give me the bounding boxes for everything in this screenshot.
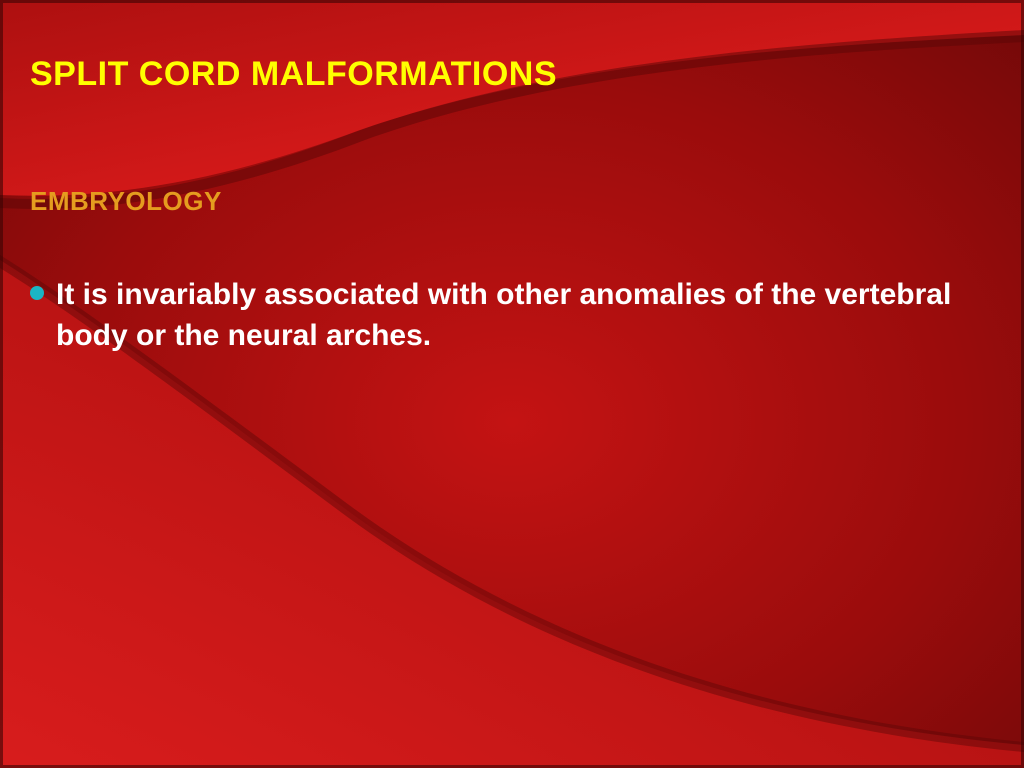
- slide-subtitle: EMBRYOLOGY: [30, 186, 994, 217]
- slide-title: SPLIT CORD MALFORMATIONS: [30, 55, 994, 94]
- bullet-item: It is invariably associated with other a…: [30, 275, 994, 356]
- slide-content: SPLIT CORD MALFORMATIONS EMBRYOLOGY It i…: [0, 0, 1024, 768]
- bullet-icon: [30, 286, 44, 300]
- bullet-text: It is invariably associated with other a…: [56, 275, 976, 356]
